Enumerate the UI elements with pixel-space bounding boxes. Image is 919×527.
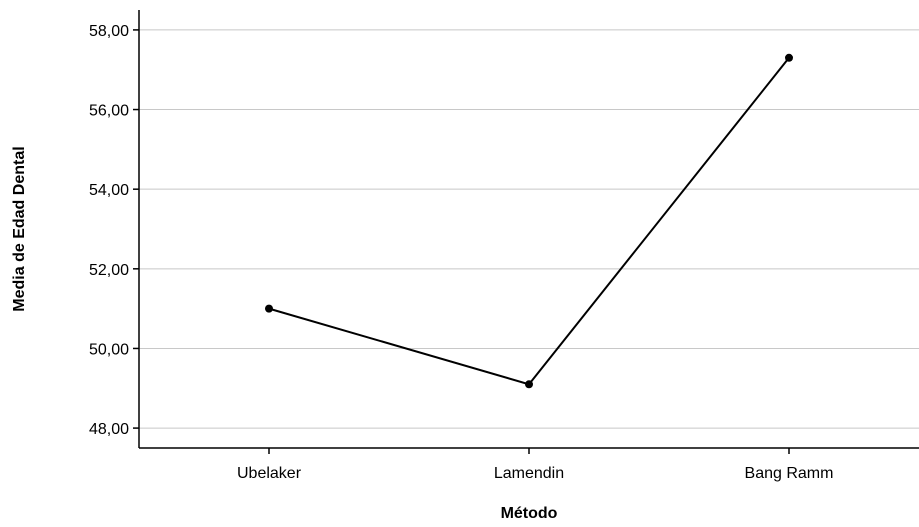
y-tick-label: 48,00 — [89, 421, 129, 438]
gridlines — [139, 29, 919, 429]
y-tick-label: 58,00 — [89, 23, 129, 40]
x-axis-title: Método — [501, 505, 558, 522]
y-tick-label: 54,00 — [89, 182, 129, 199]
x-tick-label: Ubelaker — [237, 465, 302, 482]
y-tick-label: 52,00 — [89, 262, 129, 279]
x-tick-label: Lamendin — [494, 465, 564, 482]
data-point — [785, 53, 793, 62]
y-tick-label: 50,00 — [89, 341, 129, 358]
x-axis-ticks: Ubelaker Lamendin Bang Ramm — [237, 448, 833, 482]
series-line — [268, 57, 790, 386]
y-tick-label: 56,00 — [89, 103, 129, 120]
y-axis-ticks: 48,00 50,00 52,00 54,00 56,00 58,00 — [89, 23, 139, 438]
x-tick-label: Bang Ramm — [745, 465, 834, 482]
data-point — [265, 304, 273, 313]
data-point — [525, 380, 533, 389]
y-axis-title: Media de Edad Dental — [11, 146, 28, 311]
series-layer — [265, 53, 793, 389]
